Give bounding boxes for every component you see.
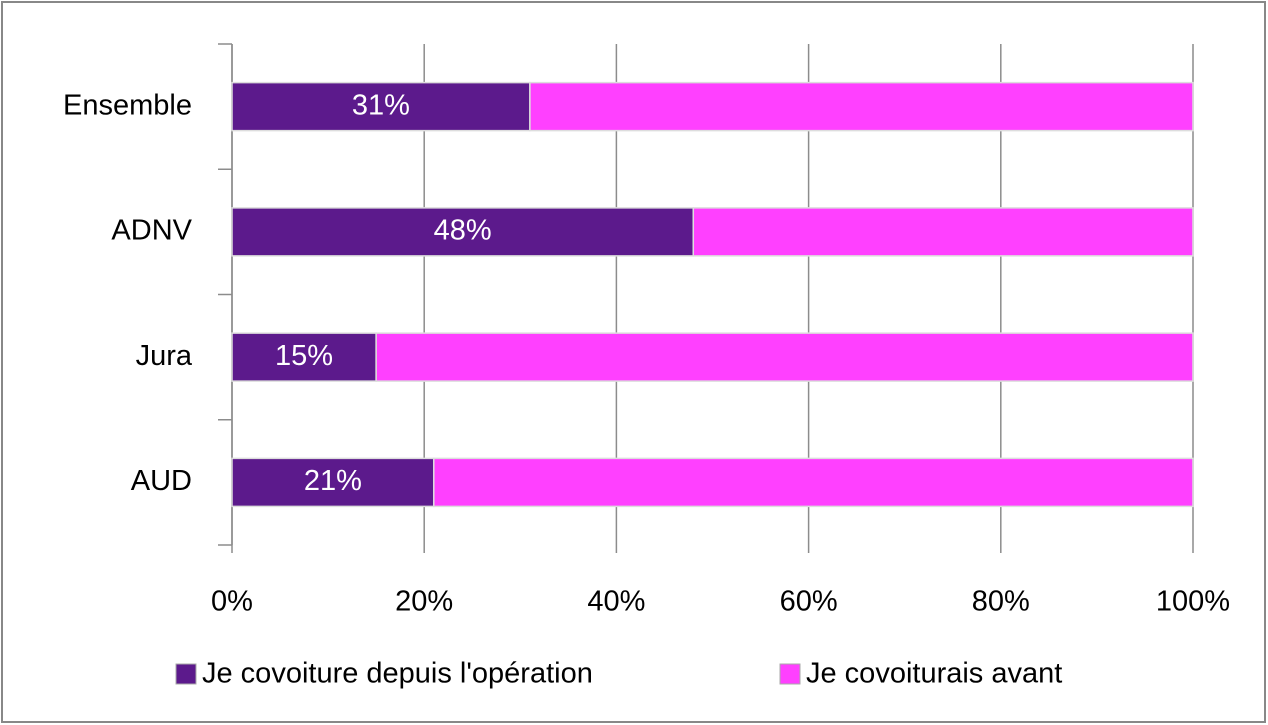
x-tick-label: 40% [587,586,645,618]
x-tick-label: 60% [780,586,838,618]
data-label: 31% [352,89,410,121]
bar-segment [375,332,1194,382]
data-label: 21% [304,465,362,497]
y-tick-label: ADNV [111,215,192,247]
bar-segment [433,457,1194,508]
y-tick-label: Ensemble [63,89,192,121]
data-label: 15% [275,340,333,372]
x-tick-label: 20% [395,586,453,618]
bar-segment [231,207,695,257]
legend-swatch [779,663,801,685]
x-tick-label: 100% [1156,586,1230,618]
x-tick-label: 0% [211,586,253,618]
legend-swatch [175,663,197,685]
y-tick-label: Jura [136,340,193,372]
legend-label: Je covoiturais avant [806,658,1062,690]
bar-segment [529,81,1194,132]
bar-segment [231,332,377,382]
bar-segment [692,207,1194,257]
legend-label: Je covoiture depuis l'opération [202,658,593,690]
data-label: 48% [434,215,492,247]
x-tick-label: 80% [972,586,1030,618]
y-tick-label: AUD [131,465,192,497]
bar-segment [231,81,531,132]
